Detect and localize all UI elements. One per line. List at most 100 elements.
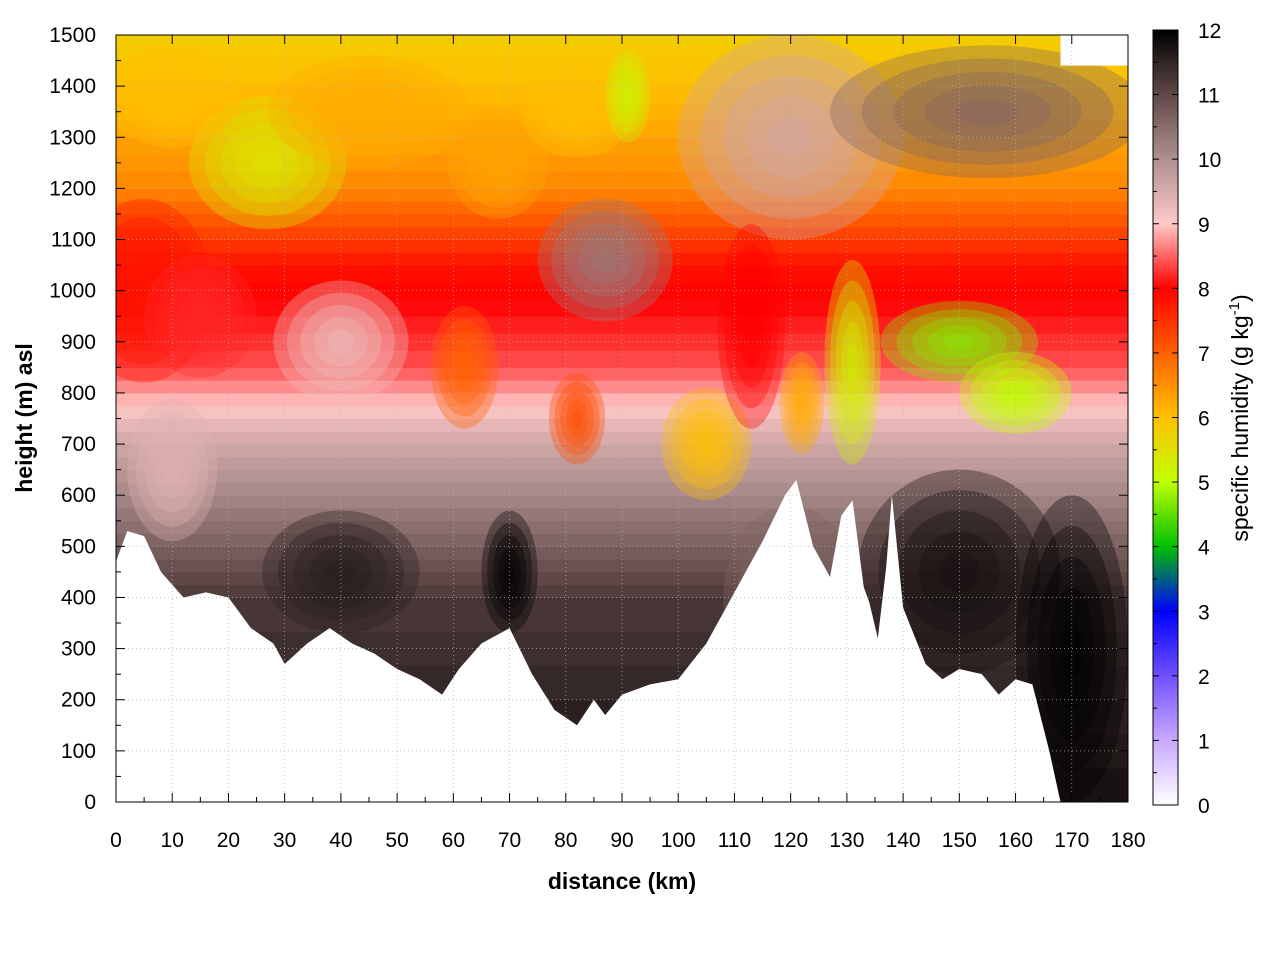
humidity-feature <box>145 75 200 117</box>
humidity-feature <box>578 235 633 285</box>
humidity-band <box>116 120 1128 138</box>
humidity-feature <box>783 362 820 445</box>
humidity-band <box>116 444 1128 458</box>
humidity-band <box>116 533 1128 547</box>
x-tick-label: 180 <box>1110 829 1145 852</box>
x-tick-label: 160 <box>998 829 1033 852</box>
y-tick-label: 300 <box>61 638 96 661</box>
x-tick-label: 10 <box>161 829 184 852</box>
humidity-feature <box>623 87 633 106</box>
humidity-feature <box>145 426 200 513</box>
y-tick-label: 0 <box>84 791 96 814</box>
humidity-feature <box>788 372 816 434</box>
humidity-feature <box>605 50 651 143</box>
colorbar-tick-label: 5 <box>1198 472 1210 495</box>
y-tick-label: 1400 <box>49 75 96 98</box>
x-axis: 0 10 20 30 40 50 60 70 80 90 100 110 120 130 140 150 160… <box>110 35 1146 852</box>
humidity-feature <box>927 325 991 359</box>
humidity-feature <box>678 35 904 240</box>
humidity-feature <box>127 398 218 542</box>
humidity-feature <box>288 66 450 157</box>
humidity-feature <box>204 109 331 217</box>
humidity-feature <box>154 440 191 499</box>
humidity-feature <box>723 75 859 199</box>
colorbar-tick-label: 9 <box>1198 214 1210 237</box>
humidity-feature <box>970 360 1061 426</box>
humidity-band <box>116 405 1128 419</box>
humidity-feature <box>348 100 390 123</box>
humidity-band <box>116 239 1128 253</box>
humidity-feature <box>267 55 471 168</box>
humidity-band <box>116 507 1128 522</box>
humidity-feature <box>724 244 779 409</box>
humidity-feature <box>457 117 539 208</box>
y-tick-label: 1000 <box>49 280 96 303</box>
x-tick-label: 50 <box>385 829 408 852</box>
x-tick-label: 20 <box>217 829 240 852</box>
humidity-band <box>116 431 1128 445</box>
humidity-feature <box>163 455 182 484</box>
humidity-band <box>116 380 1128 394</box>
humidity-feature <box>158 86 186 107</box>
colorbar-tick-label: 12 <box>1198 20 1221 43</box>
humidity-feature <box>430 306 499 429</box>
x-tick-label: 70 <box>498 829 521 852</box>
humidity-band <box>116 226 1128 241</box>
colorbar-title: specific humidity (g kg-1) <box>1226 294 1253 541</box>
colorbar-tick-label: 6 <box>1198 408 1210 431</box>
humidity-feature <box>116 198 212 383</box>
humidity-feature <box>1026 525 1117 772</box>
x-tick-label: 100 <box>661 829 696 852</box>
y-tick-label: 1500 <box>49 24 96 47</box>
humidity-feature <box>591 247 619 273</box>
humidity-feature <box>824 259 881 465</box>
humidity-feature <box>841 321 864 404</box>
humidity-feature <box>744 306 759 347</box>
humidity-feature <box>520 65 634 158</box>
y-tick-label: 500 <box>61 535 96 558</box>
humidity-feature <box>1038 556 1106 741</box>
humidity-feature <box>166 279 235 354</box>
humidity-feature <box>116 45 240 148</box>
humidity-band <box>116 571 1128 586</box>
humidity-band <box>116 546 1128 560</box>
humidity-heatmap <box>116 35 1128 802</box>
humidity-feature <box>220 122 316 203</box>
humidity-band <box>116 282 1128 300</box>
humidity-feature <box>118 55 227 138</box>
humidity-feature <box>565 102 589 121</box>
humidity-band <box>116 367 1128 381</box>
humidity-feature <box>797 392 807 414</box>
humidity-feature <box>768 116 814 158</box>
humidity-feature <box>548 372 606 465</box>
humidity-feature <box>447 106 549 220</box>
x-axis-title: distance (km) <box>548 868 696 894</box>
x-tick-label: 80 <box>554 829 577 852</box>
x-tick-label: 30 <box>273 829 296 852</box>
humidity-feature <box>136 412 209 527</box>
humidity-feature <box>328 89 410 135</box>
humidity-feature <box>614 68 642 124</box>
y-tick-label: 600 <box>61 484 96 507</box>
colorbar-tick-label: 10 <box>1198 149 1221 172</box>
x-tick-label: 150 <box>942 829 977 852</box>
humidity-feature <box>981 368 1050 418</box>
humidity-feature <box>543 84 611 140</box>
humidity-feature <box>955 98 1019 125</box>
humidity-feature <box>880 300 1039 383</box>
humidity-feature <box>467 129 529 197</box>
colorbar-tick-label: 0 <box>1198 795 1210 818</box>
humidity-feature <box>892 71 1082 152</box>
humidity-feature <box>943 333 976 350</box>
grid-lines <box>116 35 1128 802</box>
y-tick-label: 1300 <box>49 126 96 149</box>
humidity-feature <box>846 341 859 383</box>
x-tick-label: 120 <box>773 829 808 852</box>
y-tick-label: 100 <box>61 740 96 763</box>
x-tick-label: 170 <box>1054 829 1089 852</box>
humidity-feature <box>679 410 734 478</box>
humidity-feature <box>618 77 637 115</box>
